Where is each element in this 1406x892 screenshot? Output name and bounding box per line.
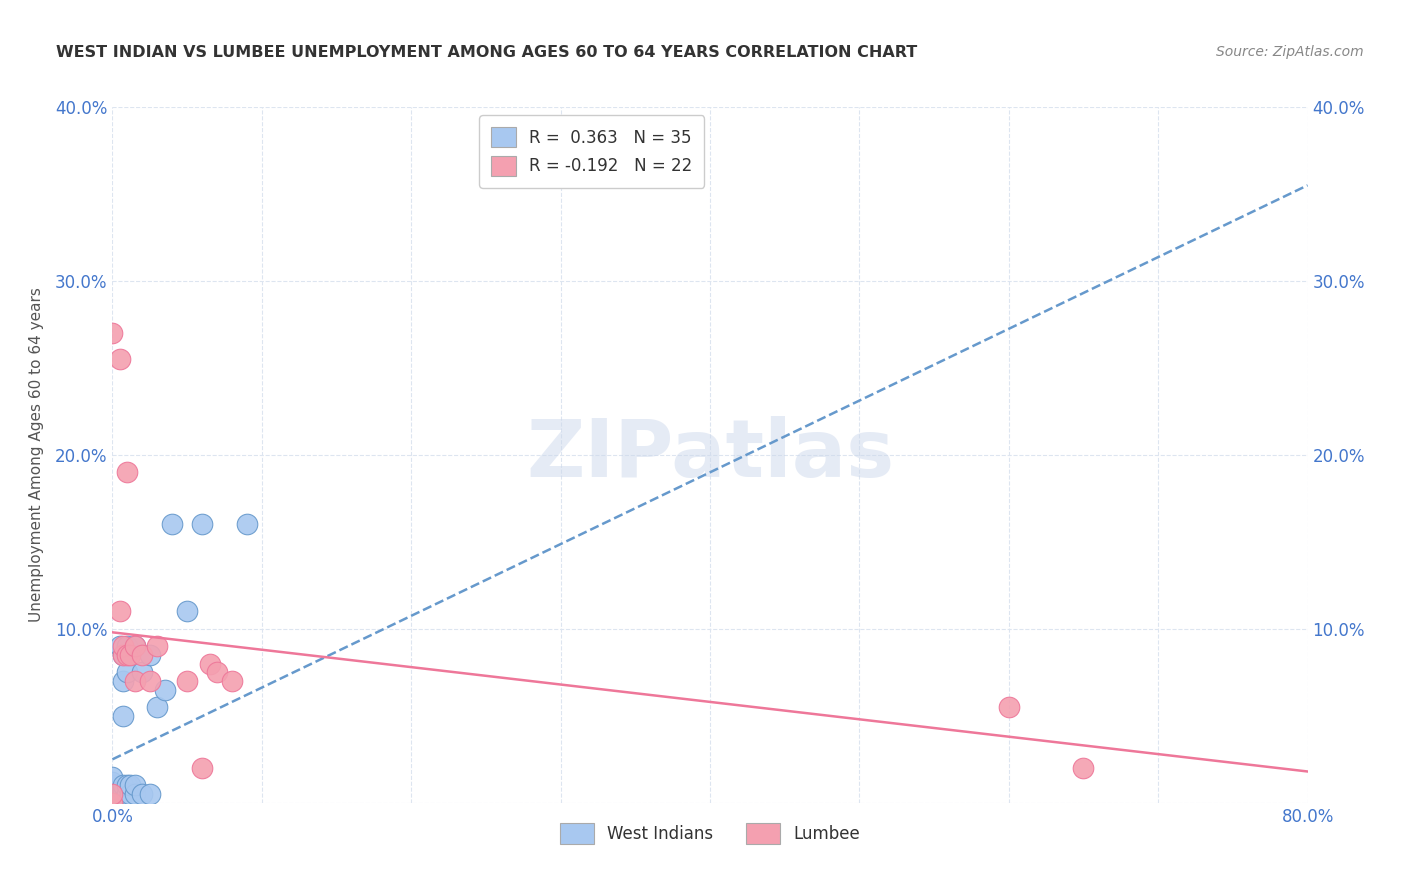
Point (117, 778, 139, 793)
Y-axis label: Unemployment Among Ages 60 to 64 years: Unemployment Among Ages 60 to 64 years (30, 287, 44, 623)
Point (108, 352, 131, 367)
Text: WEST INDIAN VS LUMBEE UNEMPLOYMENT AMONG AGES 60 TO 64 YEARS CORRELATION CHART: WEST INDIAN VS LUMBEE UNEMPLOYMENT AMONG… (56, 45, 918, 60)
Point (176, 605, 198, 619)
Point (108, 639, 131, 653)
Point (124, 639, 146, 653)
Point (111, 674, 134, 689)
Point (131, 665, 153, 680)
Point (124, 787, 146, 801)
Point (205, 665, 228, 680)
Point (117, 466, 139, 480)
Point (111, 639, 134, 653)
Point (111, 778, 134, 793)
Point (117, 639, 139, 653)
Point (111, 787, 134, 801)
Point (120, 787, 142, 801)
Text: ZIPatlas: ZIPatlas (526, 416, 894, 494)
Point (124, 674, 146, 689)
Point (117, 648, 139, 662)
Point (162, 517, 183, 532)
Point (101, 796, 124, 810)
Point (101, 787, 124, 801)
Legend: West Indians, Lumbee: West Indians, Lumbee (550, 814, 870, 854)
Point (101, 796, 124, 810)
Point (139, 787, 162, 801)
Point (108, 605, 131, 619)
Point (146, 700, 169, 714)
Point (153, 682, 176, 697)
Point (117, 787, 139, 801)
Point (111, 648, 134, 662)
Point (101, 778, 124, 793)
Point (131, 787, 153, 801)
Point (191, 517, 214, 532)
Point (131, 648, 153, 662)
Point (146, 639, 169, 653)
Point (139, 674, 162, 689)
Point (117, 665, 139, 680)
Text: Source: ZipAtlas.com: Source: ZipAtlas.com (1216, 45, 1364, 59)
Point (120, 778, 142, 793)
Point (101, 787, 124, 801)
Point (998, 700, 1021, 714)
Point (1073, 761, 1095, 775)
Point (198, 657, 221, 671)
Point (111, 783, 134, 797)
Point (108, 796, 131, 810)
Point (221, 674, 243, 689)
Point (120, 648, 142, 662)
Point (191, 761, 214, 775)
Point (101, 783, 124, 797)
Point (111, 708, 134, 723)
Point (176, 674, 198, 689)
Point (111, 648, 134, 662)
Point (108, 783, 131, 797)
Point (101, 770, 124, 784)
Point (124, 639, 146, 653)
Point (236, 517, 259, 532)
Point (124, 778, 146, 793)
Point (108, 787, 131, 801)
Point (139, 648, 162, 662)
Point (101, 326, 124, 340)
Point (101, 775, 124, 789)
